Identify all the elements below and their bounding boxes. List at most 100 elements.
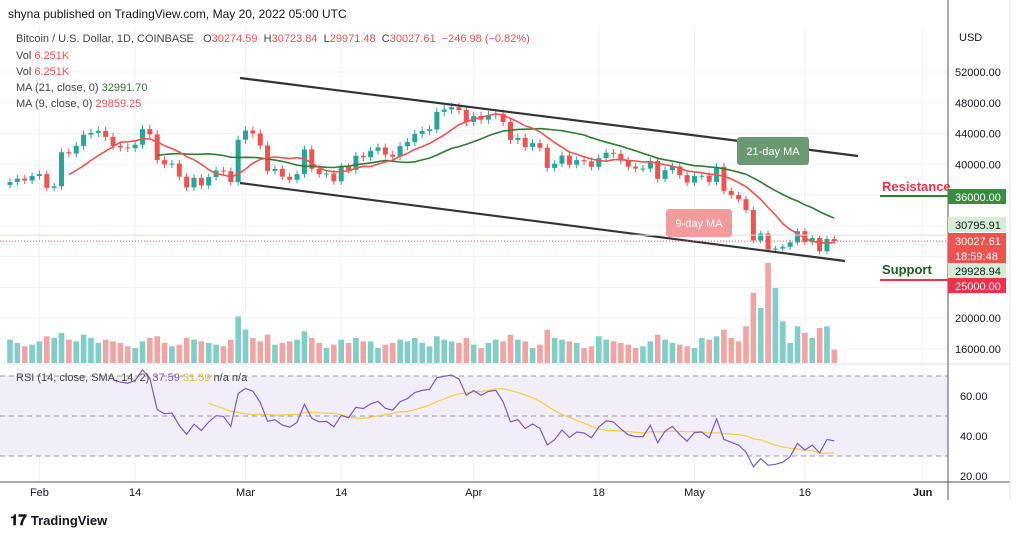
volume-bar xyxy=(338,339,344,363)
volume-bar xyxy=(242,329,249,363)
candle-body xyxy=(677,166,683,176)
volume-bar xyxy=(478,348,484,363)
support-price-label: 25000.00 xyxy=(955,281,1001,293)
candle-body xyxy=(309,149,315,169)
ma9-price-label: 29928.94 xyxy=(955,266,1001,278)
close-label: C xyxy=(381,33,390,45)
candle-body xyxy=(515,137,521,140)
ma9-callout-label: 9-day MA xyxy=(675,218,723,230)
volume-bar xyxy=(581,348,587,363)
support-price-label-bg xyxy=(948,278,1006,293)
volume-bar xyxy=(139,341,146,363)
volume-bar xyxy=(515,339,521,363)
candle-body xyxy=(655,161,661,179)
candle-body xyxy=(287,176,293,180)
candle-body xyxy=(29,176,35,181)
candle-body xyxy=(669,166,675,171)
volume-bar xyxy=(596,336,602,363)
candle-body xyxy=(625,160,631,167)
volume-bar xyxy=(66,339,72,363)
volume-bar xyxy=(654,334,661,363)
volume-bar xyxy=(331,344,337,363)
candle-body xyxy=(522,137,528,148)
candle-body xyxy=(198,177,204,186)
ma21-label: MA (21, close, 0) xyxy=(16,82,99,94)
volume-bar xyxy=(632,348,639,363)
volume-bar xyxy=(397,339,403,363)
volume-bar xyxy=(191,339,197,363)
volume-bar xyxy=(80,334,87,363)
time-tick-label: 14 xyxy=(129,487,141,499)
candle-body xyxy=(441,109,447,112)
vol-label: Vol xyxy=(16,66,32,78)
candle-body xyxy=(257,133,263,146)
candle-body xyxy=(184,176,190,188)
candle-body xyxy=(44,174,50,188)
volume-bar xyxy=(537,344,543,363)
ma21-price-label-bg xyxy=(948,217,1006,232)
candle-body xyxy=(802,231,808,243)
vol-value: 6.251K xyxy=(34,66,70,78)
candle-body xyxy=(611,152,617,154)
time-tick-label: 14 xyxy=(335,487,347,499)
candle-body xyxy=(596,158,602,167)
high-label: H xyxy=(263,33,272,45)
candle-body xyxy=(220,170,226,172)
candle-body xyxy=(581,160,587,162)
time-tick-label: 16 xyxy=(799,487,811,499)
candle-body xyxy=(375,147,381,151)
candle-body xyxy=(574,160,580,165)
volume-bar xyxy=(154,336,160,363)
ma21-line xyxy=(157,127,835,219)
candle-body xyxy=(500,113,506,123)
price-axis-unit: USD xyxy=(959,32,982,44)
price-tick-label: 48000.00 xyxy=(955,98,1001,110)
volume-bar xyxy=(559,339,565,363)
candle-body xyxy=(434,111,440,130)
volume-bar xyxy=(110,341,116,363)
candle-body xyxy=(544,147,550,168)
volume-bar xyxy=(706,339,712,363)
volume-bar xyxy=(522,341,528,363)
candle-body xyxy=(36,174,42,177)
volume-bar xyxy=(809,338,816,363)
volume-bar xyxy=(441,339,448,363)
volume-bar xyxy=(257,341,264,363)
volume-bar xyxy=(669,343,676,363)
volume-bar xyxy=(640,346,646,363)
candle-body xyxy=(331,173,337,182)
volume-bar xyxy=(662,339,668,363)
candle-body xyxy=(117,145,123,148)
rsi-value: 37.59 xyxy=(152,372,180,384)
candle-body xyxy=(412,133,418,143)
volume-bar xyxy=(824,326,830,363)
candle-body xyxy=(588,161,594,167)
volume-bar xyxy=(198,341,205,363)
rsi-sma-line xyxy=(208,388,835,454)
candle-body xyxy=(485,115,491,120)
candle-body xyxy=(647,161,653,169)
candle-body xyxy=(191,177,197,188)
candle-body xyxy=(176,163,182,177)
price-tick-label: 16000.00 xyxy=(955,344,1001,356)
candle-body xyxy=(419,130,425,134)
ma9-callout xyxy=(666,209,732,237)
vol-legend-1: Vol 6.251K xyxy=(16,50,69,62)
volume-bar xyxy=(88,338,94,363)
candle-body xyxy=(353,155,359,170)
candle-body xyxy=(272,168,278,171)
candle-body xyxy=(132,144,138,149)
time-tick-label: Jun xyxy=(913,487,933,499)
vol-value: 6.251K xyxy=(34,50,70,62)
candle-body xyxy=(449,107,455,110)
volume-bar xyxy=(412,338,418,363)
ma21-legend: MA (21, close, 0) 32991.70 xyxy=(16,82,148,94)
volume-bar xyxy=(301,331,308,363)
candle-body xyxy=(633,166,639,169)
volume-bar xyxy=(529,348,536,363)
candle-body xyxy=(603,152,609,159)
volume-bar xyxy=(625,344,632,363)
candle-body xyxy=(95,130,101,133)
change-value: −246.98 (−0.82%) xyxy=(441,33,530,45)
